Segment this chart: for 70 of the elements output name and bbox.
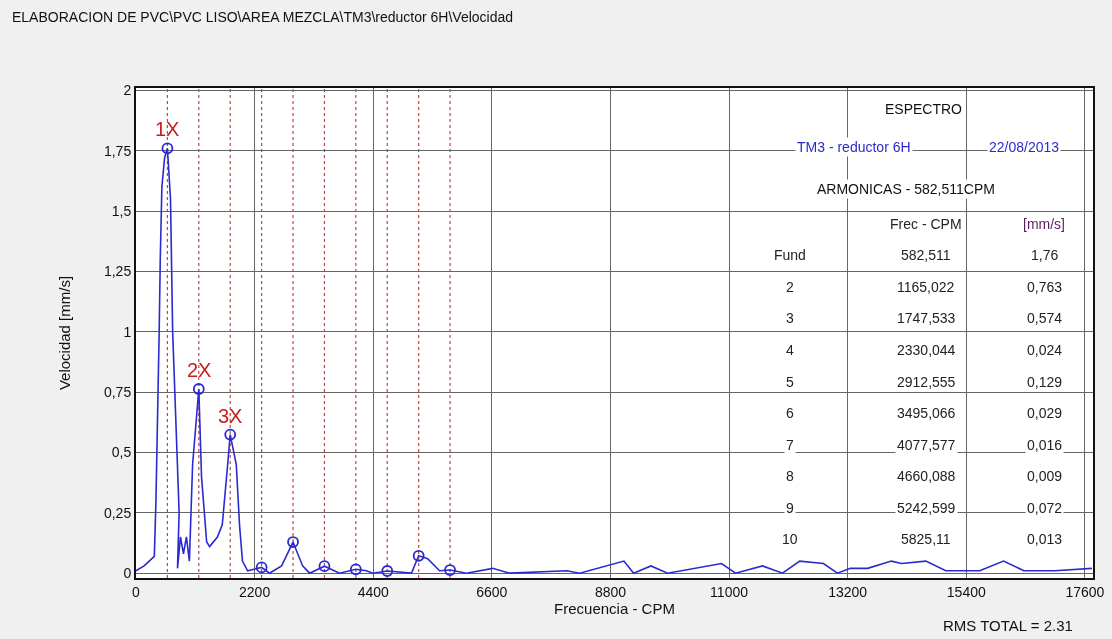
annotation: 2912,555	[897, 374, 956, 390]
annotation: 4660,088	[897, 468, 956, 484]
annotation: 3495,066	[897, 405, 956, 421]
annotation: 7	[786, 437, 794, 453]
annotation: 0,013	[1027, 531, 1063, 547]
annotation: ARMONICAS - 582,511CPM	[817, 181, 995, 197]
y-tick-label: 2	[123, 82, 132, 99]
annotation: 582,511	[901, 247, 951, 263]
annotation: 3X	[218, 405, 243, 427]
annotation: 0,129	[1027, 374, 1063, 390]
annotation: 0,072	[1027, 500, 1063, 516]
point	[224, 428, 237, 441]
annotation: 9	[786, 500, 794, 516]
x-tick-label: 17600	[1065, 583, 1105, 600]
annotation: 8	[786, 468, 794, 484]
annotation: 0,009	[1027, 468, 1063, 484]
annotation: 4077,577	[897, 437, 956, 453]
x-axis-title: Frecuencia - CPM	[554, 599, 675, 617]
y-tick-label: 1,75	[103, 142, 132, 159]
annotation: ESPECTRO	[885, 101, 963, 117]
chart-title: ELABORACION DE PVC\PVC LISO\AREA MEZCLA\TM3\reductor 6H\Velocidad	[12, 8, 514, 25]
x-tick-label: 13200	[828, 583, 868, 600]
annotation: 0,574	[1027, 310, 1063, 326]
annotation: 4	[786, 342, 794, 358]
annotation: Fund	[774, 247, 806, 263]
annotation: 0,016	[1027, 437, 1063, 453]
annotation: 10	[782, 531, 798, 547]
y-tick-label: 0,75	[103, 384, 132, 401]
annotation: 2330,044	[897, 342, 956, 358]
y-tick-label: 0,5	[111, 444, 132, 461]
annotation: 2	[786, 279, 794, 295]
y-tick-label: 1	[123, 323, 132, 340]
annotation: 2X	[187, 359, 212, 381]
annotation: 1X	[155, 118, 180, 140]
annotation: 1,76	[1031, 247, 1059, 263]
x-tick-label: 2200	[239, 583, 271, 600]
annotation: 3	[786, 310, 794, 326]
point	[412, 549, 425, 562]
point	[255, 561, 268, 574]
annotation: 6	[786, 405, 794, 421]
annotation: 0,029	[1027, 405, 1063, 421]
annotation: TM3 - reductor 6H	[797, 139, 911, 155]
annotation: 5242,599	[897, 500, 956, 516]
point	[192, 383, 205, 395]
point	[444, 564, 456, 576]
point	[349, 563, 362, 576]
x-tick-label: 4400	[357, 583, 390, 600]
y-tick-label: 1,25	[103, 263, 132, 280]
point	[161, 142, 174, 155]
y-tick-label: 1,5	[111, 203, 132, 219]
annotation: 5	[786, 374, 794, 390]
point	[287, 536, 299, 548]
point	[318, 560, 331, 573]
x-tick-label: 11000	[710, 583, 749, 600]
annotation: [mm/s]	[1023, 216, 1065, 232]
y-tick-label: 0,25	[103, 504, 132, 521]
annotation: 0,024	[1027, 342, 1063, 358]
annotation: 22/08/2013	[989, 139, 1060, 155]
annotation: 5825,11	[901, 531, 951, 547]
x-tick-label: 15400	[946, 583, 986, 600]
text: RMS TOTAL = 2.31	[943, 617, 1073, 634]
annotation: Frec - CPM	[890, 216, 962, 232]
annotation: 1747,533	[897, 310, 956, 326]
y-axis-title: Velocidad [mm/s]	[55, 275, 73, 391]
x-tick-label: 8800	[594, 583, 627, 600]
x-tick-label: 6600	[476, 583, 508, 600]
annotation: 0,763	[1027, 279, 1063, 295]
y-tick-label: 0	[123, 565, 132, 582]
point	[381, 565, 394, 577]
annotation: 1165,022	[897, 279, 955, 295]
